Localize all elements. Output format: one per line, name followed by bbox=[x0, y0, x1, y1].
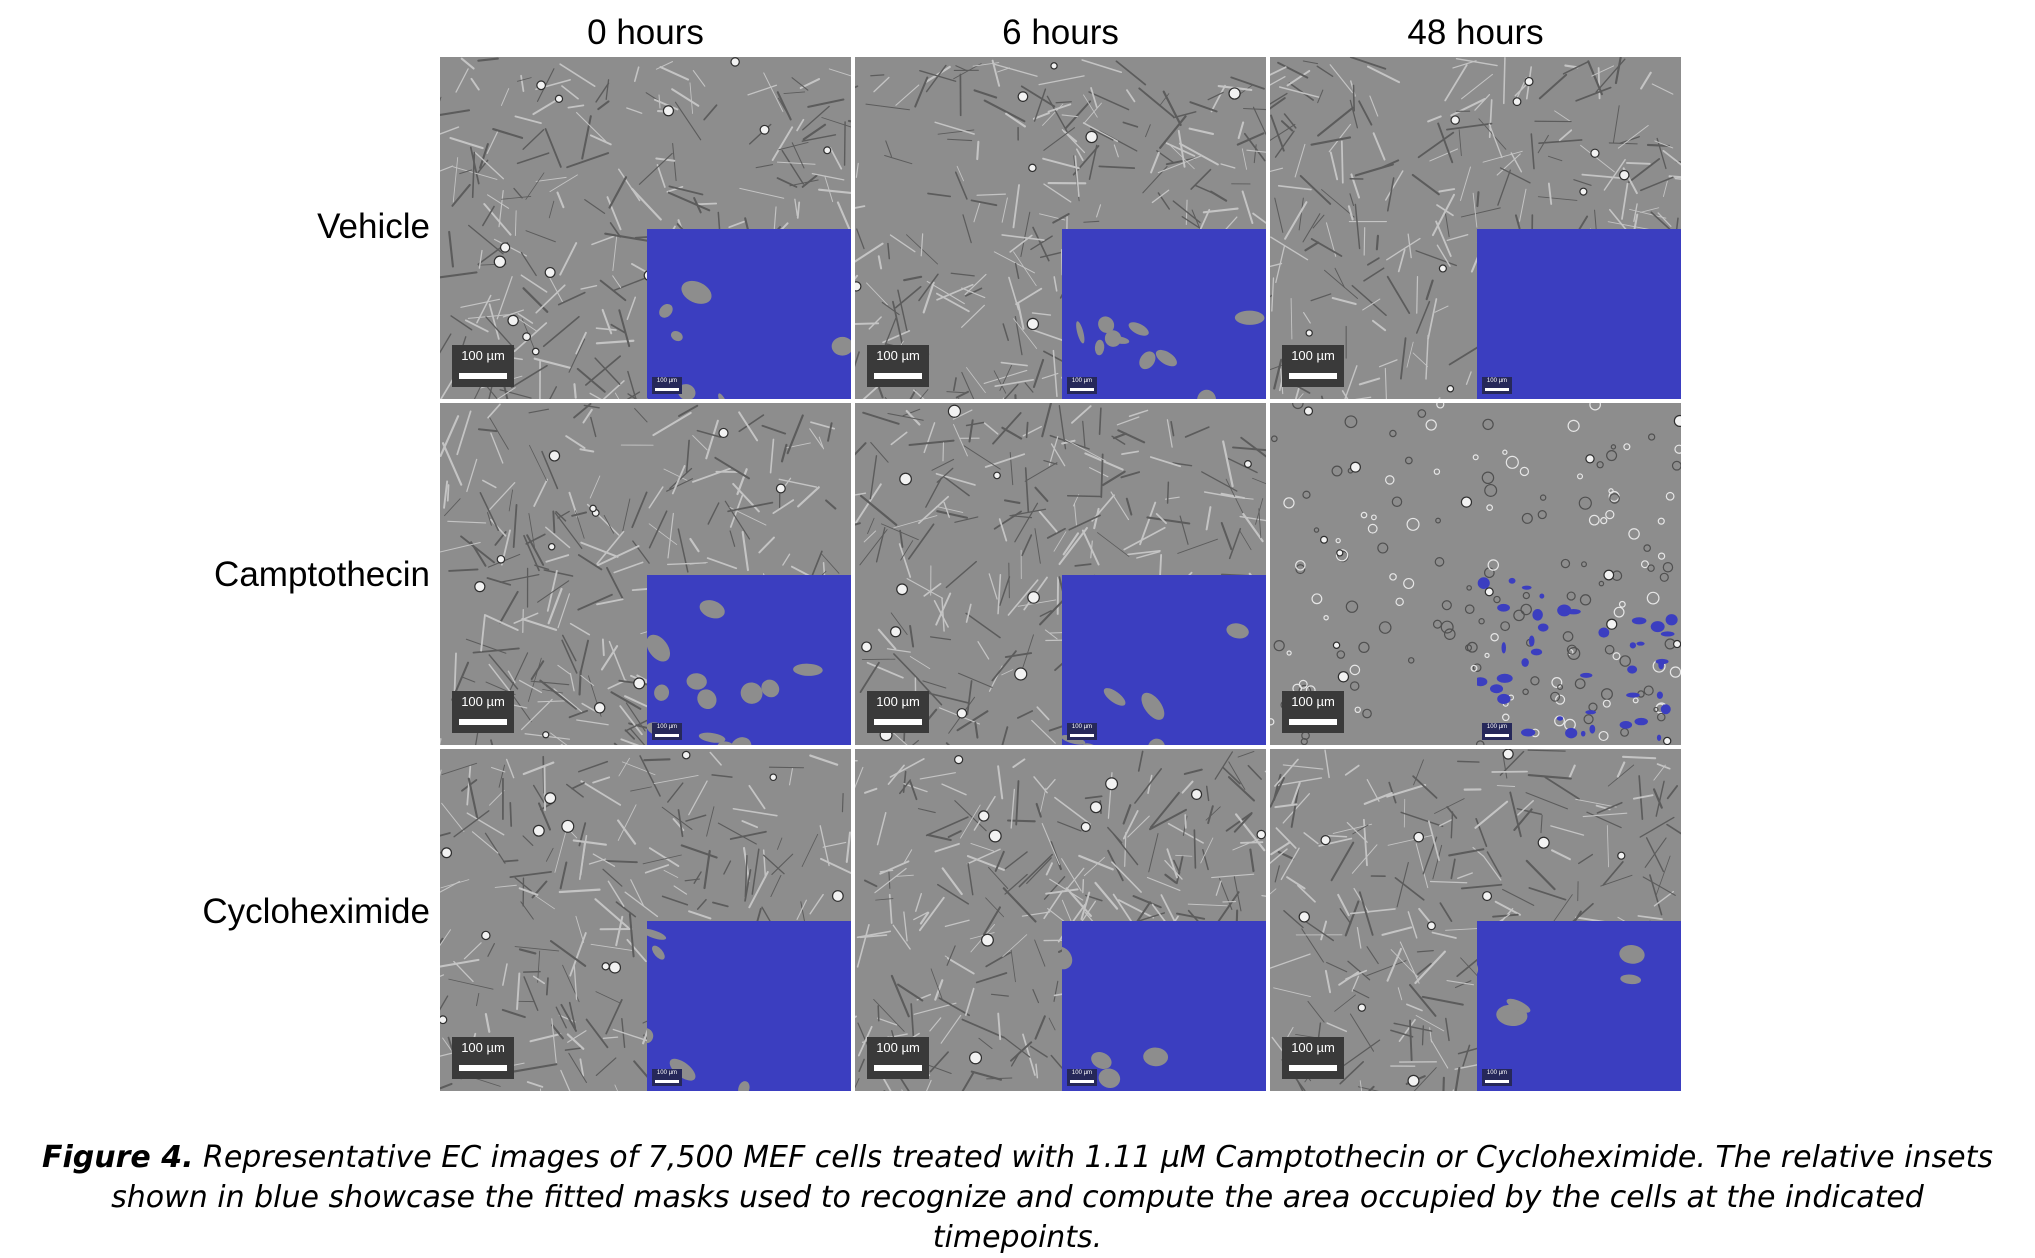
mask-inset: 100 µm bbox=[1062, 229, 1266, 399]
scale-bar: 100 µm bbox=[452, 691, 514, 733]
panel-vehicle-6h: 100 µm 100 µm bbox=[855, 57, 1266, 399]
column-header-48h: 48 hours bbox=[1270, 10, 1681, 56]
inset-scale-bar-label: 100 µm bbox=[1482, 724, 1512, 730]
inset-scale-bar-label: 100 µm bbox=[1067, 378, 1097, 384]
column-header-6h: 6 hours bbox=[855, 10, 1266, 56]
inset-scale-bar-line bbox=[1485, 388, 1509, 391]
inset-scale-bar-label: 100 µm bbox=[652, 724, 682, 730]
inset-scale-bar-line bbox=[1070, 1080, 1094, 1083]
inset-scale-bar-label: 100 µm bbox=[652, 378, 682, 384]
inset-scale-bar: 100 µm bbox=[652, 377, 682, 394]
inset-scale-bar-line bbox=[655, 388, 679, 391]
mask-pattern bbox=[1477, 921, 1681, 1091]
inset-scale-bar: 100 µm bbox=[1482, 377, 1512, 394]
scale-bar-label: 100 µm bbox=[1282, 694, 1344, 709]
panel-cycloheximide-6h: 100 µm 100 µm bbox=[855, 749, 1266, 1091]
scale-bar-line bbox=[1289, 1065, 1337, 1071]
mask-inset: 100 µm bbox=[1477, 229, 1681, 399]
row-label-cycloheximide: Cycloheximide bbox=[150, 887, 430, 937]
scale-bar-line bbox=[459, 373, 507, 379]
inset-scale-bar: 100 µm bbox=[1067, 723, 1097, 740]
mask-pattern bbox=[1062, 575, 1266, 745]
inset-scale-bar-line bbox=[1485, 734, 1509, 737]
scale-bar-label: 100 µm bbox=[1282, 348, 1344, 363]
scale-bar: 100 µm bbox=[1282, 691, 1344, 733]
scale-bar-label: 100 µm bbox=[1282, 1040, 1344, 1055]
mask-inset: 100 µm bbox=[1062, 921, 1266, 1091]
row-label-camptothecin: Camptothecin bbox=[150, 550, 430, 600]
inset-scale-bar-line bbox=[1070, 388, 1094, 391]
inset-scale-bar-line bbox=[655, 734, 679, 737]
row-label-vehicle: Vehicle bbox=[150, 202, 430, 252]
mask-inset: 100 µm bbox=[647, 229, 851, 399]
panel-vehicle-0h: 100 µm 100 µm bbox=[440, 57, 851, 399]
scale-bar-line bbox=[1289, 373, 1337, 379]
scale-bar-line bbox=[874, 719, 922, 725]
scale-bar-line bbox=[874, 1065, 922, 1071]
inset-scale-bar: 100 µm bbox=[1482, 723, 1512, 740]
inset-scale-bar-label: 100 µm bbox=[1067, 724, 1097, 730]
scale-bar-label: 100 µm bbox=[452, 1040, 514, 1055]
mask-inset: 100 µm bbox=[647, 921, 851, 1091]
mask-pattern bbox=[647, 575, 851, 745]
panel-camptothecin-48h: 100 µm 100 µm bbox=[1270, 403, 1681, 745]
mask-inset: 100 µm bbox=[1477, 921, 1681, 1091]
mask-pattern bbox=[1062, 921, 1266, 1091]
inset-scale-bar: 100 µm bbox=[652, 723, 682, 740]
panel-cycloheximide-48h: 100 µm 100 µm bbox=[1270, 749, 1681, 1091]
panel-vehicle-48h: 100 µm 100 µm bbox=[1270, 57, 1681, 399]
inset-scale-bar: 100 µm bbox=[1067, 1069, 1097, 1086]
panel-camptothecin-0h: 100 µm 100 µm bbox=[440, 403, 851, 745]
figure-label: Figure 4. bbox=[42, 1140, 193, 1175]
panel-cycloheximide-0h: 100 µm 100 µm bbox=[440, 749, 851, 1091]
scale-bar-line bbox=[459, 719, 507, 725]
scale-bar: 100 µm bbox=[867, 691, 929, 733]
mask-inset: 100 µm bbox=[1477, 575, 1681, 745]
scale-bar-line bbox=[459, 1065, 507, 1071]
scale-bar-label: 100 µm bbox=[867, 1040, 929, 1055]
inset-scale-bar: 100 µm bbox=[652, 1069, 682, 1086]
scale-bar: 100 µm bbox=[867, 1037, 929, 1079]
caption-text: Representative EC images of 7,500 MEF ce… bbox=[111, 1140, 1993, 1255]
scale-bar: 100 µm bbox=[452, 345, 514, 387]
scale-bar-line bbox=[874, 373, 922, 379]
scale-bar: 100 µm bbox=[1282, 345, 1344, 387]
mask-inset: 100 µm bbox=[647, 575, 851, 745]
inset-scale-bar-label: 100 µm bbox=[1067, 1070, 1097, 1076]
mask-inset: 100 µm bbox=[1062, 575, 1266, 745]
inset-scale-bar-line bbox=[1485, 1080, 1509, 1083]
scale-bar-label: 100 µm bbox=[867, 348, 929, 363]
mask-pattern bbox=[1477, 229, 1681, 399]
mask-pattern bbox=[1062, 229, 1266, 399]
scale-bar-label: 100 µm bbox=[452, 694, 514, 709]
inset-scale-bar-line bbox=[1070, 734, 1094, 737]
scale-bar-label: 100 µm bbox=[867, 694, 929, 709]
mask-pattern bbox=[1477, 575, 1681, 745]
scale-bar: 100 µm bbox=[867, 345, 929, 387]
figure-caption: Figure 4. Representative EC images of 7,… bbox=[40, 1138, 1995, 1258]
scale-bar: 100 µm bbox=[452, 1037, 514, 1079]
mask-pattern bbox=[647, 921, 851, 1091]
inset-scale-bar-label: 100 µm bbox=[652, 1070, 682, 1076]
inset-scale-bar: 100 µm bbox=[1067, 377, 1097, 394]
mask-pattern bbox=[647, 229, 851, 399]
inset-scale-bar-label: 100 µm bbox=[1482, 1070, 1512, 1076]
inset-scale-bar-line bbox=[655, 1080, 679, 1083]
inset-scale-bar: 100 µm bbox=[1482, 1069, 1512, 1086]
panel-camptothecin-6h: 100 µm 100 µm bbox=[855, 403, 1266, 745]
scale-bar-line bbox=[1289, 719, 1337, 725]
scale-bar-label: 100 µm bbox=[452, 348, 514, 363]
inset-scale-bar-label: 100 µm bbox=[1482, 378, 1512, 384]
scale-bar: 100 µm bbox=[1282, 1037, 1344, 1079]
column-header-0h: 0 hours bbox=[440, 10, 851, 56]
